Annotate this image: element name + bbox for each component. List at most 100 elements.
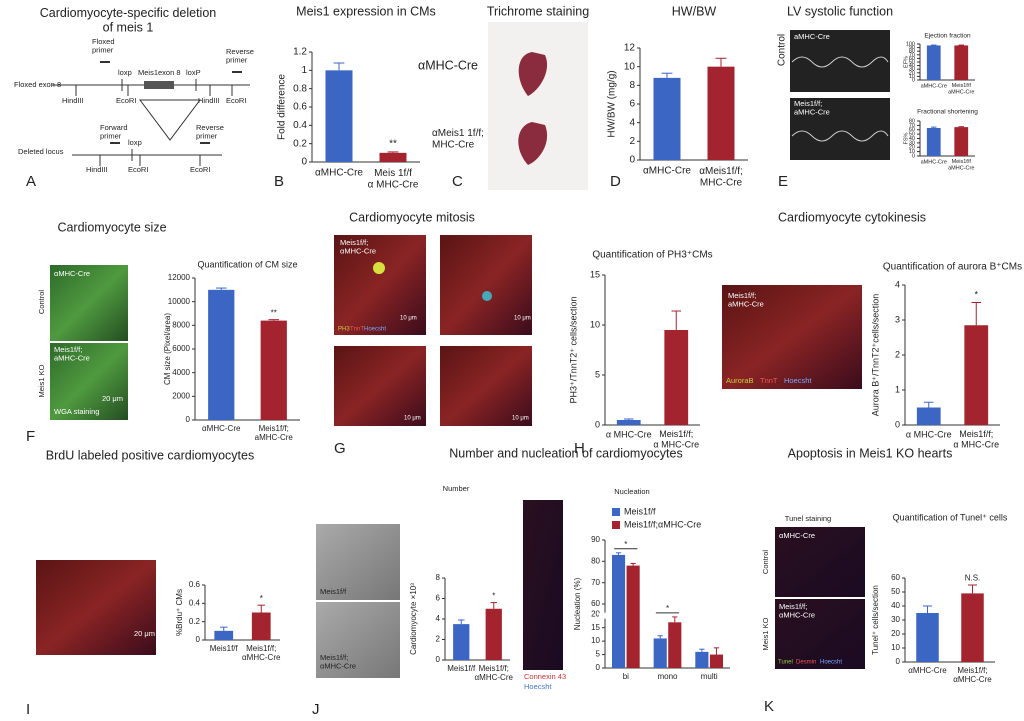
bar — [916, 613, 939, 662]
panel-letters: A B C D E F G H I J K — [26, 173, 788, 718]
image-label: αMHC-Cre — [779, 531, 815, 540]
y-tick-label: 70 — [909, 52, 915, 58]
y-tick-label: 2 — [629, 136, 635, 147]
diagram-label: loxp — [128, 138, 142, 147]
subtitle: Nucleation — [614, 487, 649, 496]
scale-label: 10 μm — [512, 416, 529, 422]
y-axis-label: Fold difference — [277, 74, 288, 140]
y-tick-label: 5 — [595, 369, 600, 379]
significance: * — [974, 290, 978, 300]
y-tick-label: 50 — [909, 132, 915, 138]
x-tick-label: αMHC-Cre — [643, 166, 691, 177]
micrograph — [50, 343, 128, 420]
stain-label: Desmin — [796, 660, 816, 666]
micrograph — [36, 560, 156, 655]
y-tick-label: 60 — [909, 127, 915, 133]
legend-label: Meis1f/f;αMHC-Cre — [624, 519, 701, 529]
bar — [954, 45, 969, 80]
y-tick-label: 12000 — [168, 273, 191, 282]
diagram-label: EcoRI — [116, 96, 136, 105]
panel-k: Apoptosis in Meis1 KO hearts Tunel stain… — [761, 446, 952, 669]
panel-title: Cardiomyocyte-specific deletion of meis 1 — [40, 6, 217, 34]
stain-label: PH3 — [338, 327, 350, 333]
panel-letter: J — [312, 701, 320, 718]
y-tick-label: 0.2 — [293, 138, 307, 149]
diagram-label: EcoRI — [190, 165, 210, 174]
echo-image — [790, 98, 890, 160]
y-tick-label: 90 — [909, 45, 915, 51]
bar — [325, 70, 353, 162]
stain-label: Hoecsht — [820, 660, 842, 666]
y-tick-label: 4 — [895, 279, 900, 289]
y-axis-label: Cardiomyocyte ×10³ — [409, 583, 418, 655]
x-tick-label: Meis1f/f; aMHC-Cre — [255, 424, 294, 442]
significance: ** — [271, 308, 277, 317]
y-tick-label: 0.6 — [189, 580, 201, 589]
y-tick-label: 10 — [624, 61, 636, 72]
micrograph — [440, 346, 532, 426]
row-label: Control — [777, 34, 788, 66]
diagram-label: loxp — [118, 68, 132, 77]
y-axis-label: Aurora B⁺/TnnT2⁺cells/section — [870, 294, 880, 417]
stain-label: Tunel — [778, 660, 793, 666]
micrograph — [722, 285, 862, 389]
y-tick-label: 60 — [591, 599, 600, 608]
subtitle: Number — [443, 484, 470, 493]
y-tick-label: 5 — [596, 650, 601, 659]
y-tick-label: 1 — [301, 65, 307, 76]
y-tick-label: 20 — [909, 145, 915, 151]
chart-title: Quantification of Tunel⁺ cells — [893, 512, 1008, 522]
bar — [214, 630, 234, 640]
significance: N.S. — [965, 574, 981, 583]
diagram-label: Floxed primer — [92, 37, 115, 55]
x-tick-label: αMHC-Cre — [908, 666, 947, 675]
y-tick-label: 15 — [591, 623, 600, 632]
panel-h: Cardiomyocyte cytokinesis Meis1f/f; aMHC-… — [722, 210, 926, 389]
nucleus — [482, 291, 492, 301]
panel-title: Cardiomyocyte mitosis — [349, 210, 475, 224]
row-label: Control — [761, 550, 770, 575]
micrograph — [334, 235, 426, 335]
y-tick-label: 50 — [891, 587, 900, 596]
diagram-label: EcoRI — [226, 96, 246, 105]
y-tick-label: 10 — [891, 643, 900, 652]
y-tick-label: 1.2 — [293, 47, 307, 58]
row-label: Control — [37, 290, 46, 315]
heart-image — [518, 52, 548, 96]
panel-i: BrdU labeled positive cardiomyocytes 20 … — [36, 448, 254, 655]
y-tick-label: 0.2 — [189, 617, 201, 626]
micrograph — [334, 346, 426, 426]
scale-label: 20 μm — [134, 629, 155, 638]
diagram-label: MHC Cre recombinase — [153, 104, 188, 117]
diagram-label: Floxed exon 8 — [14, 80, 61, 89]
panel-letter: E — [778, 173, 788, 190]
heart-image — [518, 122, 548, 165]
panel-f: Cardiomyocyte size αMHC-Cre Control Meis… — [37, 220, 167, 420]
y-tick-label: 40 — [909, 63, 915, 69]
y-axis-label: HW/BW (mg/g) — [607, 70, 618, 137]
chart: 0 2 4 6 8 Cardiomyocyte ×10³ * Meis1f/f Meis1f/f… — [409, 573, 513, 682]
legend-swatch — [612, 508, 620, 516]
panel-title: Apoptosis in Meis1 KO hearts — [788, 446, 953, 460]
x-tick-label: Meis1f/f aMHC-Cre — [948, 160, 974, 172]
micrograph — [440, 235, 532, 335]
y-tick-label: 20 — [891, 629, 900, 638]
y-tick-label: 80 — [591, 556, 600, 565]
panel-title: Cardiomyocyte size — [57, 220, 166, 234]
x-tick-label: Meis1f/f; αMHC-Cre — [475, 664, 514, 682]
diagram-label: Reverse primer — [226, 47, 254, 65]
significance: * — [492, 591, 495, 600]
y-tick-label: 40 — [891, 601, 900, 610]
x-tick-label: α MHC-Cre — [906, 429, 952, 439]
panel-letter: F — [26, 428, 35, 445]
image-label: Meis1f/f — [320, 587, 347, 596]
y-axis-label: Nucleation (%) — [573, 577, 582, 630]
panel-letter: I — [26, 701, 30, 718]
diagram-label: HindIII — [86, 165, 108, 174]
diagram-label: Deleted locus — [18, 147, 64, 156]
image-label: αMHC-Cre — [418, 58, 478, 72]
